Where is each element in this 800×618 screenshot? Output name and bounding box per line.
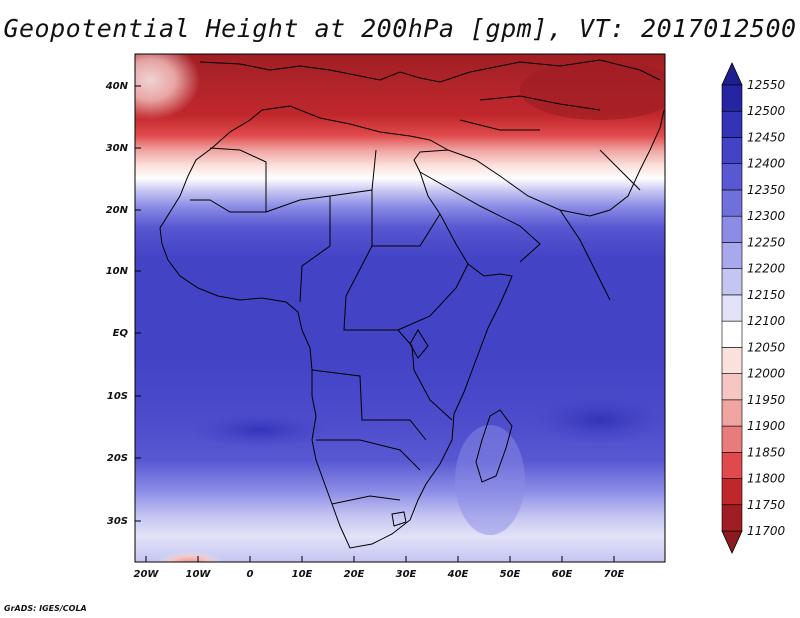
colorbar-level-label: 11800 bbox=[747, 472, 786, 486]
colorbar-level-label: 12550 bbox=[747, 78, 786, 92]
colorbar-swatch bbox=[721, 320, 743, 348]
colorbar-swatch bbox=[721, 347, 743, 374]
coastlines bbox=[159, 59, 665, 549]
colorbar-swatch bbox=[721, 425, 743, 453]
colorbar-level-label: 11900 bbox=[747, 419, 786, 433]
colorbar-level-label: 12050 bbox=[747, 340, 786, 354]
colorbar-level-label: 12400 bbox=[747, 157, 786, 171]
colorbar-swatch bbox=[721, 399, 743, 427]
lon-label: 20W bbox=[134, 569, 160, 580]
lon-label: 20E bbox=[344, 569, 365, 580]
lat-label: 20N bbox=[106, 205, 129, 216]
plot-frame bbox=[134, 53, 666, 563]
lon-label: 60E bbox=[552, 569, 573, 580]
colorbar-swatch bbox=[721, 268, 743, 296]
colorbar-level-label: 12000 bbox=[747, 367, 786, 381]
colorbar-swatch bbox=[721, 504, 743, 532]
colorbar-swatch bbox=[721, 478, 743, 506]
colorbar-level-label: 11850 bbox=[747, 445, 786, 459]
lon-label: 0 bbox=[247, 569, 254, 580]
lat-label: 10N bbox=[106, 266, 129, 277]
lat-label: 30S bbox=[107, 516, 128, 527]
colorbar-swatch bbox=[721, 110, 743, 138]
colorbar-level-label: 11700 bbox=[747, 524, 786, 538]
colorbar-level-label: 12150 bbox=[747, 288, 786, 302]
lat-label: 40N bbox=[105, 81, 129, 92]
colorbar-swatch bbox=[721, 451, 743, 479]
colorbar-top-arrow bbox=[721, 62, 743, 86]
colorbar: 11700 11750 11800 11850 11900 11950 12000 12050… bbox=[721, 62, 786, 554]
colorbar-level-label: 12200 bbox=[747, 262, 786, 276]
colorbar-swatch bbox=[721, 189, 743, 217]
colorbar-level-label: 12250 bbox=[747, 235, 786, 249]
colorbar-swatch bbox=[721, 137, 743, 165]
colorbar-swatch bbox=[721, 242, 743, 269]
colorbar-swatch bbox=[721, 163, 743, 191]
colorbar-bottom-arrow bbox=[721, 530, 743, 554]
lon-label: 10E bbox=[292, 569, 313, 580]
lat-label: 20S bbox=[107, 453, 128, 464]
lat-label: EQ bbox=[113, 328, 129, 339]
colorbar-swatch bbox=[721, 84, 743, 112]
lon-axis: 20W 10W 0 10E 20E 30E 40E 50E 60E 70E bbox=[134, 556, 625, 580]
colorbar-level-label: 11950 bbox=[747, 393, 786, 407]
lon-label: 50E bbox=[500, 569, 521, 580]
colorbar-level-label: 11750 bbox=[747, 498, 786, 512]
map-title: Geopotential Height at 200hPa [gpm], VT:… bbox=[3, 14, 797, 43]
colorbar-level-label: 12450 bbox=[747, 130, 786, 144]
colorbar-level-label: 12500 bbox=[747, 104, 786, 118]
colorbar-swatch bbox=[721, 373, 743, 401]
lon-label: 70E bbox=[604, 569, 625, 580]
lat-axis: 40N 30N 20N 10N EQ 10S 20S 30S bbox=[105, 81, 141, 527]
lat-label: 30N bbox=[106, 143, 129, 154]
lon-label: 40E bbox=[447, 569, 469, 580]
colorbar-level-label: 12100 bbox=[747, 314, 786, 328]
colorbar-level-label: 12350 bbox=[747, 183, 786, 197]
height-field bbox=[135, 54, 665, 562]
lon-label: 10W bbox=[186, 569, 212, 580]
grads-credit: GrADS: IGES/COLA bbox=[4, 604, 87, 613]
colorbar-level-label: 12300 bbox=[747, 209, 786, 223]
lon-label: 30E bbox=[396, 569, 417, 580]
colorbar-swatch bbox=[721, 215, 743, 243]
colorbar-swatch bbox=[721, 294, 743, 322]
lat-label: 10S bbox=[107, 391, 128, 402]
